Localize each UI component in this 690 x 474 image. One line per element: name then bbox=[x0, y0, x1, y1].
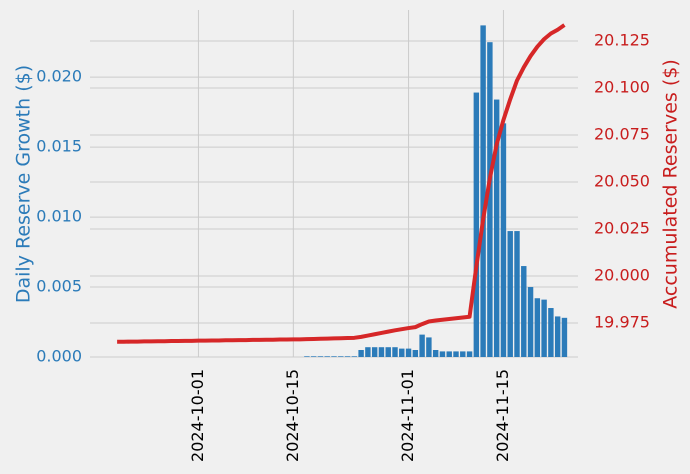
bar bbox=[399, 348, 405, 357]
bar bbox=[365, 347, 371, 357]
x-tick-label: 2024-10-01 bbox=[188, 369, 207, 462]
line bbox=[117, 23, 566, 344]
bar bbox=[554, 316, 561, 357]
bar bbox=[338, 356, 344, 357]
bar bbox=[331, 356, 337, 357]
bar bbox=[493, 99, 500, 357]
y-tick-label: 0.005 bbox=[36, 277, 82, 296]
bar bbox=[426, 337, 432, 357]
y-axis-label: Daily Reserve Growth ($) bbox=[13, 65, 35, 303]
x-tick-label: 2024-11-01 bbox=[398, 369, 417, 462]
bar bbox=[487, 42, 493, 357]
bar bbox=[358, 350, 364, 357]
bar bbox=[432, 350, 439, 357]
bar bbox=[392, 347, 398, 357]
y2-tick-label: 20.100 bbox=[594, 78, 650, 97]
y-tick-label: 0.020 bbox=[36, 67, 82, 86]
bar bbox=[480, 25, 486, 358]
bar bbox=[351, 356, 358, 357]
bar bbox=[514, 231, 520, 357]
bar bbox=[446, 351, 452, 357]
bar bbox=[507, 231, 513, 357]
bar bbox=[527, 287, 534, 357]
bar bbox=[385, 347, 391, 357]
bar bbox=[460, 351, 466, 357]
y2-tick-label: 19.975 bbox=[594, 312, 650, 331]
bar bbox=[378, 347, 385, 357]
bar bbox=[419, 334, 425, 357]
bar bbox=[304, 356, 310, 357]
x-tick-label: 2024-11-15 bbox=[493, 369, 512, 462]
y2-tick-label: 20.125 bbox=[594, 31, 650, 50]
bar bbox=[521, 266, 527, 357]
bar bbox=[534, 298, 541, 357]
bar bbox=[405, 348, 412, 357]
bar bbox=[453, 351, 459, 357]
bar bbox=[371, 347, 378, 357]
bar bbox=[344, 356, 351, 357]
bar bbox=[548, 308, 554, 357]
y-tick-label: 0.015 bbox=[36, 137, 82, 156]
bar bbox=[466, 351, 473, 357]
y2-tick-label: 20.075 bbox=[594, 125, 650, 144]
y-tick-label: 0.000 bbox=[36, 347, 82, 366]
bar bbox=[541, 299, 547, 357]
bar bbox=[317, 356, 324, 357]
x-tick-label: 2024-10-15 bbox=[283, 369, 302, 462]
y2-tick-label: 20.050 bbox=[594, 171, 650, 190]
bar bbox=[561, 317, 568, 357]
bar bbox=[310, 356, 317, 357]
y2-axis-label: Accumulated Reserves ($) bbox=[660, 59, 682, 309]
bar bbox=[473, 92, 480, 357]
bar bbox=[324, 356, 330, 357]
y2-tick-label: 20.025 bbox=[594, 218, 650, 237]
bar bbox=[439, 351, 446, 357]
y-tick-label: 0.010 bbox=[36, 207, 82, 226]
y2-tick-label: 20.000 bbox=[594, 265, 650, 284]
bar bbox=[412, 350, 419, 357]
bar bbox=[500, 123, 507, 357]
